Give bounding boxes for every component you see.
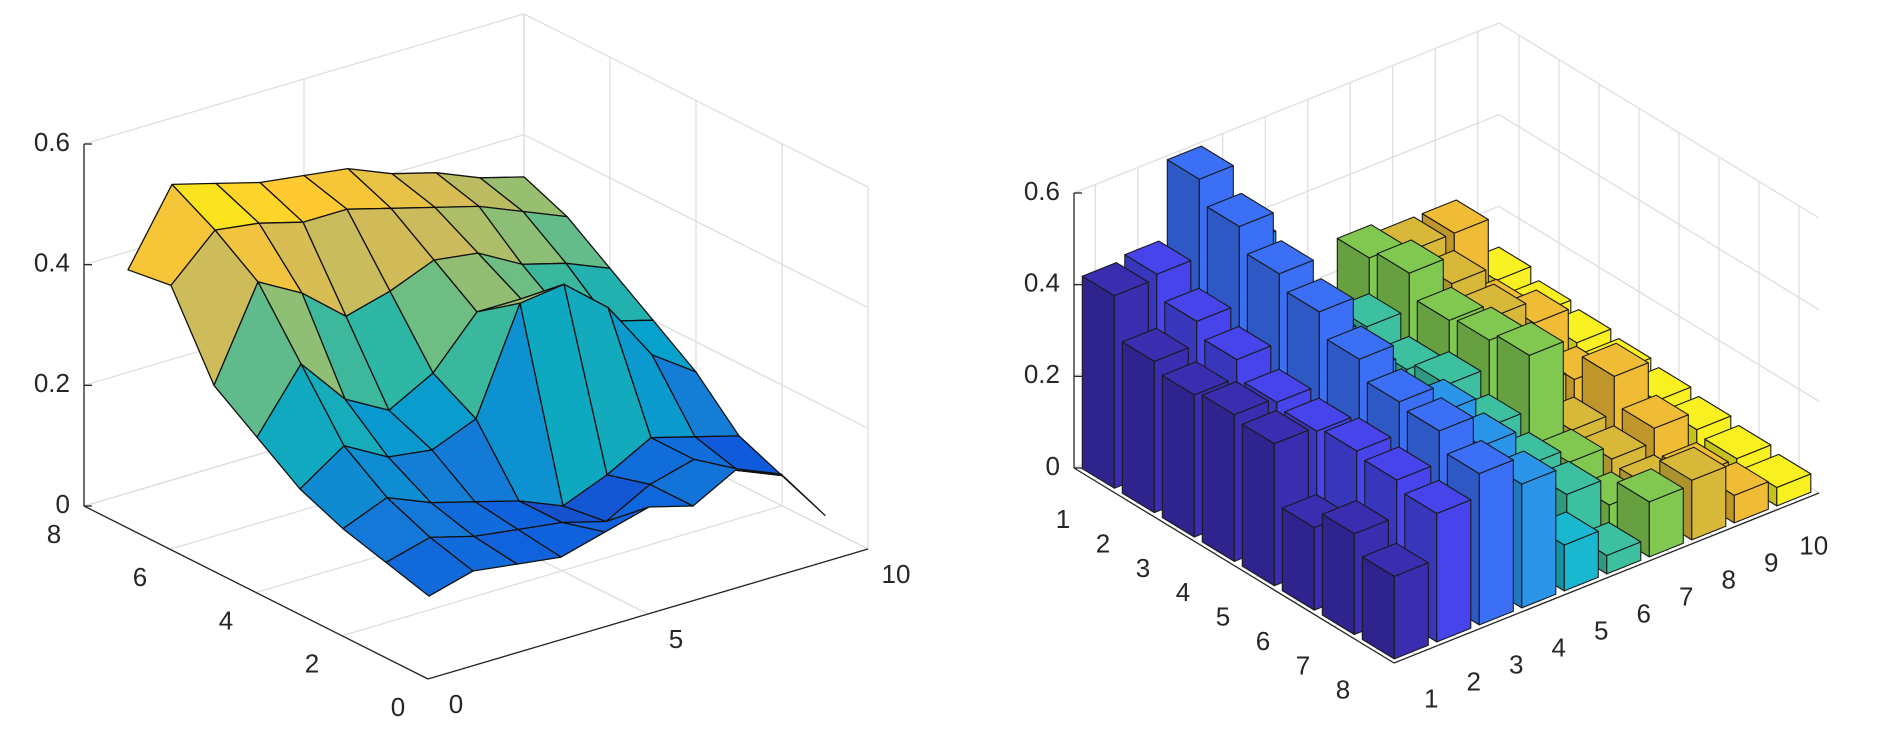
y-tick-label: 6 bbox=[1256, 626, 1270, 656]
y-tick-label: 8 bbox=[47, 519, 61, 549]
y-axis bbox=[83, 505, 429, 680]
y-tick-label: 4 bbox=[219, 605, 233, 635]
y-tick-label: 4 bbox=[1176, 577, 1190, 607]
bar-top bbox=[1659, 446, 1727, 481]
bar-top bbox=[1166, 145, 1234, 180]
x-axis bbox=[427, 548, 869, 680]
bar-front bbox=[1521, 469, 1557, 609]
bar-top bbox=[1324, 417, 1392, 452]
x-axis bbox=[1393, 492, 1820, 664]
bar bbox=[1361, 542, 1429, 660]
bar-top bbox=[1421, 199, 1489, 234]
y-tick-label: 2 bbox=[305, 649, 319, 679]
z-tick-label: 0.6 bbox=[34, 127, 70, 157]
z-tick-label: 0 bbox=[1046, 451, 1060, 481]
bar-top bbox=[1704, 424, 1772, 460]
x-tick-label: 5 bbox=[669, 624, 683, 654]
bar-top bbox=[1286, 278, 1354, 313]
bar-top bbox=[1164, 287, 1232, 322]
bar-top bbox=[1244, 368, 1312, 403]
z-grid-line bbox=[1498, 205, 1820, 402]
x-tick-label: 7 bbox=[1679, 581, 1693, 611]
x-tick-label: 1 bbox=[1424, 683, 1438, 713]
y-tick-label: 3 bbox=[1136, 553, 1150, 583]
y-tick-label: 7 bbox=[1296, 650, 1310, 680]
bar-top bbox=[1246, 240, 1314, 275]
bar-top bbox=[1361, 542, 1429, 577]
y-tick-label: 1 bbox=[1056, 504, 1070, 534]
y-tick-label: 8 bbox=[1336, 675, 1350, 705]
y-grid-line bbox=[341, 505, 783, 637]
bar-top bbox=[1616, 468, 1684, 503]
bar-top bbox=[1326, 325, 1394, 360]
bar-front bbox=[1436, 499, 1472, 643]
y-axis bbox=[1073, 467, 1395, 664]
bar-side bbox=[1241, 423, 1275, 587]
x-tick-label: 2 bbox=[1467, 666, 1481, 696]
z-tick-label: 0 bbox=[56, 489, 70, 519]
x-tick-label: 4 bbox=[1552, 632, 1566, 662]
z-grid-line bbox=[1498, 22, 1820, 219]
bar-top bbox=[1406, 397, 1474, 432]
bar-top bbox=[1201, 381, 1269, 416]
bar-top bbox=[1161, 361, 1229, 396]
y-tick-label: 6 bbox=[133, 562, 147, 592]
bar-top bbox=[1446, 439, 1514, 475]
bar-side bbox=[1321, 513, 1355, 636]
x-tick-label: 5 bbox=[1594, 615, 1608, 645]
bar-front bbox=[1478, 459, 1514, 626]
bar-top bbox=[1241, 410, 1309, 445]
bar-front bbox=[1393, 562, 1429, 660]
bar-top bbox=[1204, 325, 1272, 361]
y-tick-label: 5 bbox=[1216, 602, 1230, 632]
x-tick-label: 8 bbox=[1722, 564, 1736, 594]
surface-face bbox=[385, 536, 474, 597]
z-grid-line bbox=[1073, 22, 1500, 194]
bar-top bbox=[1621, 394, 1689, 429]
bar-top bbox=[1206, 192, 1274, 228]
bar-top bbox=[1496, 321, 1564, 356]
bar-top bbox=[1414, 351, 1482, 386]
x-tick-label: 10 bbox=[1799, 530, 1828, 560]
bar-side bbox=[1161, 374, 1195, 538]
z-grid-line bbox=[1498, 114, 1820, 311]
x-tick-label: 3 bbox=[1509, 649, 1523, 679]
x-tick-label: 0 bbox=[449, 689, 463, 719]
bar-top bbox=[1364, 446, 1432, 481]
bar-top bbox=[1376, 239, 1444, 274]
bar-top bbox=[1416, 286, 1484, 321]
y-tick-label: 0 bbox=[391, 692, 405, 722]
bar-top bbox=[1124, 240, 1192, 275]
bar-top bbox=[1081, 262, 1149, 297]
bar-side bbox=[1201, 394, 1235, 562]
z-tick-label: 0.6 bbox=[1024, 176, 1060, 206]
bar-top bbox=[1404, 479, 1472, 515]
x-tick-label: 6 bbox=[1637, 598, 1651, 628]
bar-top bbox=[1321, 500, 1389, 535]
y-tick-label: 2 bbox=[1096, 528, 1110, 558]
z-tick-label: 0.4 bbox=[1024, 268, 1060, 298]
bar-top bbox=[1284, 397, 1352, 432]
z-tick-label: 0.2 bbox=[34, 368, 70, 398]
bar-top bbox=[1366, 368, 1434, 403]
bar-top bbox=[1121, 327, 1189, 362]
bar-side bbox=[1081, 275, 1115, 489]
x-tick-label: 10 bbox=[882, 559, 911, 589]
x-tick-label: 9 bbox=[1764, 547, 1778, 577]
bar-top bbox=[1581, 342, 1649, 377]
z-tick-label: 0.2 bbox=[1024, 359, 1060, 389]
z-tick-label: 0.4 bbox=[34, 248, 70, 278]
bar-side bbox=[1121, 341, 1155, 514]
